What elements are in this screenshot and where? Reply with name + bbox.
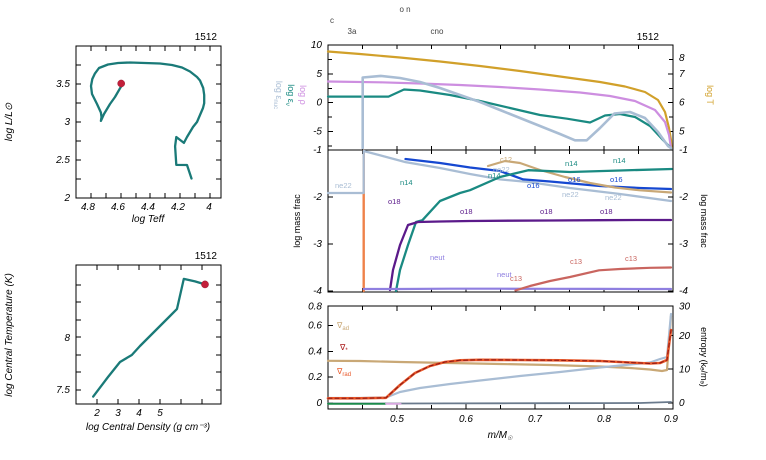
svg-text:0.2: 0.2 <box>308 372 322 383</box>
svg-text:0.7: 0.7 <box>528 414 542 425</box>
svg-text:7: 7 <box>679 69 685 80</box>
svg-text:c: c <box>330 16 334 25</box>
svg-text:o18: o18 <box>388 197 401 206</box>
svg-text:o18: o18 <box>540 207 553 216</box>
svg-text:0.4: 0.4 <box>308 346 322 357</box>
svg-text:0.9: 0.9 <box>664 414 678 425</box>
svg-text:0: 0 <box>316 398 322 409</box>
svg-text:c12: c12 <box>500 155 512 164</box>
svg-text:-4: -4 <box>679 286 688 297</box>
svg-text:log ρ: log ρ <box>298 85 308 105</box>
svg-text:log εnuc: log εnuc <box>272 81 284 109</box>
svg-text:0.5: 0.5 <box>390 414 404 425</box>
svg-text:-3: -3 <box>313 239 322 250</box>
svg-text:3a: 3a <box>348 27 357 36</box>
svg-text:c13: c13 <box>625 254 637 263</box>
svg-text:-2: -2 <box>313 192 322 203</box>
svg-text:0.8: 0.8 <box>308 302 322 313</box>
svg-text:∇*: ∇* <box>339 343 348 354</box>
svg-text:0.8: 0.8 <box>597 414 611 425</box>
svg-text:∇ad: ∇ad <box>336 321 349 332</box>
svg-text:o16: o16 <box>527 181 540 190</box>
svg-text:o n: o n <box>399 5 410 14</box>
svg-text:0.6: 0.6 <box>459 414 473 425</box>
svg-text:neut: neut <box>430 253 446 262</box>
svg-text:o18: o18 <box>460 207 473 216</box>
svg-text:c13: c13 <box>570 257 582 266</box>
svg-text:-5: -5 <box>313 127 322 138</box>
svg-text:8: 8 <box>679 53 685 64</box>
svg-text:ne22: ne22 <box>562 190 579 199</box>
svg-text:entropy (kₑ/mₔ): entropy (kₑ/mₔ) <box>699 327 709 387</box>
svg-text:∇rad: ∇rad <box>336 367 351 378</box>
svg-text:cno: cno <box>431 27 444 36</box>
svg-text:ne22: ne22 <box>335 181 352 190</box>
svg-text:-1: -1 <box>313 145 322 156</box>
svg-text:ne22: ne22 <box>605 193 622 202</box>
svg-text:n14: n14 <box>565 159 578 168</box>
svg-text:log mass frac: log mass frac <box>292 194 302 248</box>
svg-text:c13: c13 <box>510 274 522 283</box>
svg-text:o18: o18 <box>600 207 613 216</box>
svg-text:-1: -1 <box>679 145 688 156</box>
svg-text:n14: n14 <box>488 171 501 180</box>
svg-text:6: 6 <box>679 98 685 109</box>
svg-text:5: 5 <box>679 127 685 138</box>
svg-text:log mass frac: log mass frac <box>699 194 709 248</box>
svg-text:10: 10 <box>311 40 323 51</box>
svg-text:0: 0 <box>316 98 322 109</box>
svg-text:m/M☉: m/M☉ <box>488 430 513 442</box>
svg-text:5: 5 <box>316 69 322 80</box>
svg-text:-3: -3 <box>679 239 688 250</box>
svg-text:n14: n14 <box>400 178 413 187</box>
svg-text:10: 10 <box>679 365 691 376</box>
svg-text:log T: log T <box>705 85 715 105</box>
svg-text:o16: o16 <box>568 175 581 184</box>
svg-text:30: 30 <box>679 302 691 313</box>
svg-text:n14: n14 <box>613 156 626 165</box>
svg-text:-2: -2 <box>679 192 688 203</box>
svg-text:o16: o16 <box>610 175 623 184</box>
svg-text:-4: -4 <box>313 286 322 297</box>
svg-text:20: 20 <box>678 331 691 342</box>
svg-text:0: 0 <box>679 398 685 409</box>
svg-text:0.6: 0.6 <box>308 321 322 332</box>
svg-text:log εν: log εν <box>284 84 296 106</box>
svg-text:1512: 1512 <box>637 32 660 43</box>
